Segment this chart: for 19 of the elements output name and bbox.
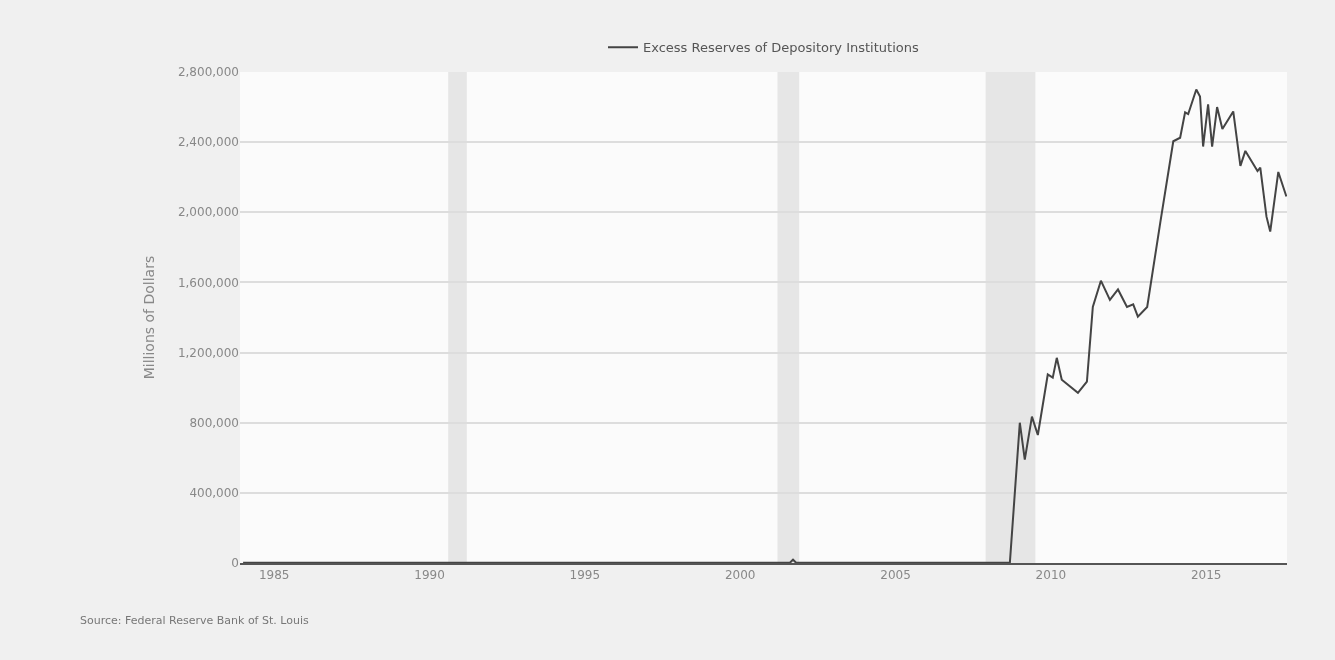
legend-label: Excess Reserves of Depository Institutions <box>643 40 919 56</box>
y-tick-label: 1,600,000 <box>177 275 239 290</box>
x-tick-label: 2015 <box>1190 568 1222 583</box>
y-tick-label: 1,200,000 <box>177 345 239 360</box>
y-tick-label: 0 <box>231 556 239 571</box>
x-tick-label: 2000 <box>724 568 756 583</box>
y-axis-title: Millions of Dollars <box>140 255 157 380</box>
x-tick-label: 1990 <box>414 568 445 583</box>
y-tick-label: 2,000,000 <box>177 205 239 220</box>
line-series <box>242 88 1287 563</box>
y-tick-label: 400,000 <box>189 486 239 501</box>
x-tick-label: 1995 <box>569 568 601 583</box>
x-tick-label: 2005 <box>880 568 911 583</box>
x-tick-label: 1985 <box>258 568 290 583</box>
y-tick-label: 2,400,000 <box>177 135 239 150</box>
source-note: Source: Federal Reserve Bank of St. Louis <box>80 614 309 627</box>
y-tick-label: 800,000 <box>189 415 239 430</box>
x-tick-label: 2010 <box>1035 568 1067 583</box>
y-tick-label: 2,800,000 <box>177 65 239 80</box>
